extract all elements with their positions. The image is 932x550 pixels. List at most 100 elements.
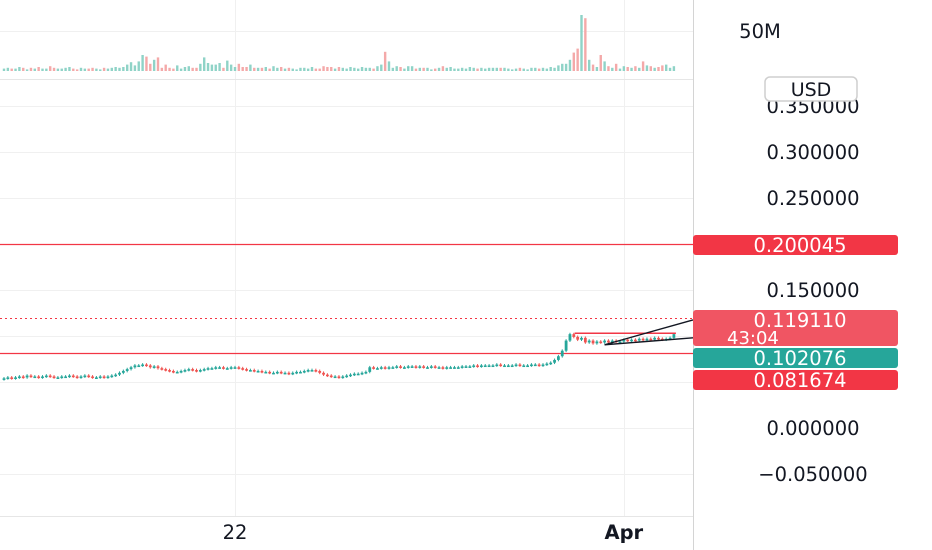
volume-bar — [599, 55, 602, 71]
candle — [414, 366, 418, 368]
candle — [345, 375, 349, 378]
volume-bar — [249, 64, 252, 71]
volume-bar — [191, 67, 194, 71]
candle — [483, 365, 487, 368]
volume-bar — [253, 67, 256, 71]
candle — [241, 368, 245, 370]
volume-bar — [572, 52, 575, 71]
volume-bar — [129, 62, 133, 71]
candle — [272, 372, 275, 375]
volume-bar — [75, 69, 79, 71]
volume-bar — [233, 67, 237, 71]
candles — [2, 332, 676, 381]
currency-button[interactable]: USD — [764, 76, 858, 102]
volume-bar — [530, 67, 533, 71]
volume-bar — [584, 18, 587, 71]
volume-bar — [457, 68, 460, 71]
trend-line[interactable] — [604, 319, 694, 346]
candle — [287, 372, 291, 375]
candle — [10, 377, 14, 379]
candle — [168, 370, 171, 372]
volume-bar — [410, 66, 414, 71]
price-label-text: 0.102076 — [753, 347, 846, 370]
volume-bar — [522, 68, 525, 71]
candle — [399, 366, 402, 368]
volume-bar — [137, 61, 140, 71]
candle — [71, 375, 75, 378]
candle — [87, 375, 91, 378]
volume-bar — [657, 67, 660, 71]
volume-bar — [25, 69, 29, 71]
candle — [456, 367, 460, 369]
candle — [179, 370, 183, 373]
candle — [568, 334, 572, 341]
volume-bar — [10, 68, 13, 71]
candle — [233, 367, 237, 369]
volume-bar — [149, 63, 152, 71]
candle — [14, 377, 17, 379]
candle — [576, 336, 580, 340]
volume-bar — [260, 67, 264, 71]
candle — [476, 365, 479, 368]
candle — [164, 369, 168, 371]
volume-bar — [557, 65, 560, 71]
volume-bar — [545, 68, 549, 71]
volume-bar — [537, 68, 541, 71]
candle — [464, 366, 468, 368]
candle — [418, 366, 422, 368]
candle — [2, 378, 6, 380]
volume-bar — [303, 67, 306, 71]
volume-bar — [241, 67, 244, 71]
candle — [175, 371, 179, 374]
candle — [37, 376, 41, 379]
time-axis[interactable]: 22 Apr — [223, 521, 644, 544]
price-label-badge: 0.102076 — [693, 347, 898, 370]
volume-bar — [72, 68, 75, 71]
candle — [433, 366, 437, 368]
candle — [526, 365, 529, 368]
volume-bar — [276, 67, 279, 71]
candle — [329, 375, 333, 378]
candle — [487, 365, 491, 368]
volume-bar — [518, 67, 522, 71]
trend-line[interactable] — [604, 337, 694, 346]
candle — [18, 376, 21, 379]
volume-bar — [326, 67, 329, 71]
volume-bar — [618, 68, 622, 71]
drawings[interactable] — [574, 319, 694, 346]
volume-bar — [126, 64, 129, 71]
volume-bar — [484, 68, 487, 71]
volume-bar — [172, 68, 175, 71]
candle — [252, 370, 256, 372]
candle — [437, 367, 441, 369]
volume-bar — [79, 67, 83, 71]
volume-bar — [195, 67, 198, 71]
volume-bar — [376, 66, 379, 71]
candle — [133, 365, 137, 368]
candle — [591, 340, 595, 344]
volume-bar — [2, 68, 6, 71]
candle — [572, 334, 576, 337]
candle — [503, 365, 506, 368]
volume-bar — [634, 66, 637, 71]
candle — [622, 339, 626, 342]
candle — [530, 364, 533, 367]
volume-bar — [102, 67, 106, 71]
price-tick-label: 0.000000 — [766, 417, 859, 440]
candle — [245, 369, 248, 371]
volume-bar — [430, 69, 433, 71]
volume-bar — [29, 67, 33, 71]
candle — [472, 365, 476, 368]
price-label-bg — [693, 348, 898, 368]
candle — [29, 375, 33, 378]
volume-bar — [395, 66, 398, 71]
volume-bar — [333, 68, 337, 71]
candle — [83, 375, 87, 378]
volume-bar — [403, 68, 406, 71]
candle — [41, 376, 44, 379]
candle — [318, 370, 322, 373]
candle — [75, 376, 79, 379]
